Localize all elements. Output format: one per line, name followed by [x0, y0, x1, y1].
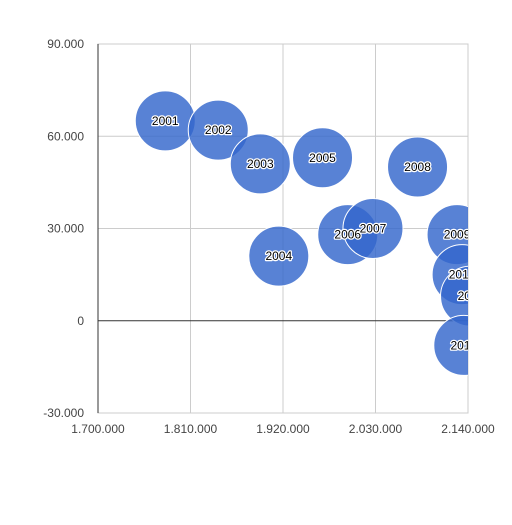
bubble-circle[interactable]	[342, 198, 404, 259]
x-tick-label: 1.700.000	[71, 422, 125, 436]
bubble-circle[interactable]	[229, 133, 291, 195]
x-tick-label: 2.030.000	[349, 422, 403, 436]
y-tick-label: 90.000	[47, 37, 84, 51]
bubble-label-2012: 2012	[450, 338, 477, 352]
bubble-2008[interactable]	[387, 136, 449, 198]
bubble-circle[interactable]	[440, 265, 501, 327]
bubble-label-2010: 2010	[449, 268, 476, 282]
x-tick-label: 1.810.000	[164, 422, 218, 436]
bubble-2005[interactable]	[292, 127, 354, 189]
bubble-label-2006: 2006	[334, 228, 361, 242]
y-axis: -30.000 0 30.000 60.000 90.000	[43, 37, 84, 420]
x-tick-label: 2.140.000	[441, 422, 495, 436]
bubble-label-2004: 2004	[265, 249, 292, 263]
bubble-2012[interactable]	[433, 314, 494, 376]
bubble-circle[interactable]	[292, 127, 354, 189]
bubble-2002[interactable]	[187, 99, 249, 161]
bubble-label-2005: 2005	[309, 151, 336, 165]
y-tick-label: 0	[77, 314, 84, 328]
bubble-2003[interactable]	[229, 133, 291, 195]
y-tick-label: 30.000	[47, 222, 84, 236]
bubble-label-2007: 2007	[360, 222, 387, 236]
bubble-circle[interactable]	[387, 136, 449, 198]
y-tick-label: 60.000	[47, 129, 84, 143]
bubble-circle[interactable]	[187, 99, 249, 161]
bubble-label-2008: 2008	[404, 160, 431, 174]
bubble-label-2011: 2011	[458, 289, 484, 303]
bubble-circle[interactable]	[248, 225, 310, 287]
bubble-label-2002: 2002	[205, 123, 232, 137]
y-tick-label: -30.000	[43, 406, 84, 420]
x-tick-label: 1.920.000	[256, 422, 310, 436]
bubble-2004[interactable]	[248, 225, 310, 287]
bubble-circle[interactable]	[433, 314, 494, 376]
bubble-2011[interactable]	[440, 265, 501, 327]
bubble-label-2003: 2003	[247, 157, 274, 171]
bubble-label-2001: 2001	[152, 114, 179, 128]
x-axis: 1.700.000 1.810.000 1.920.000 2.030.000 2.14…	[71, 422, 495, 436]
bubble-2007[interactable]	[342, 198, 404, 259]
bubble-label-2009: 2009	[444, 228, 471, 242]
